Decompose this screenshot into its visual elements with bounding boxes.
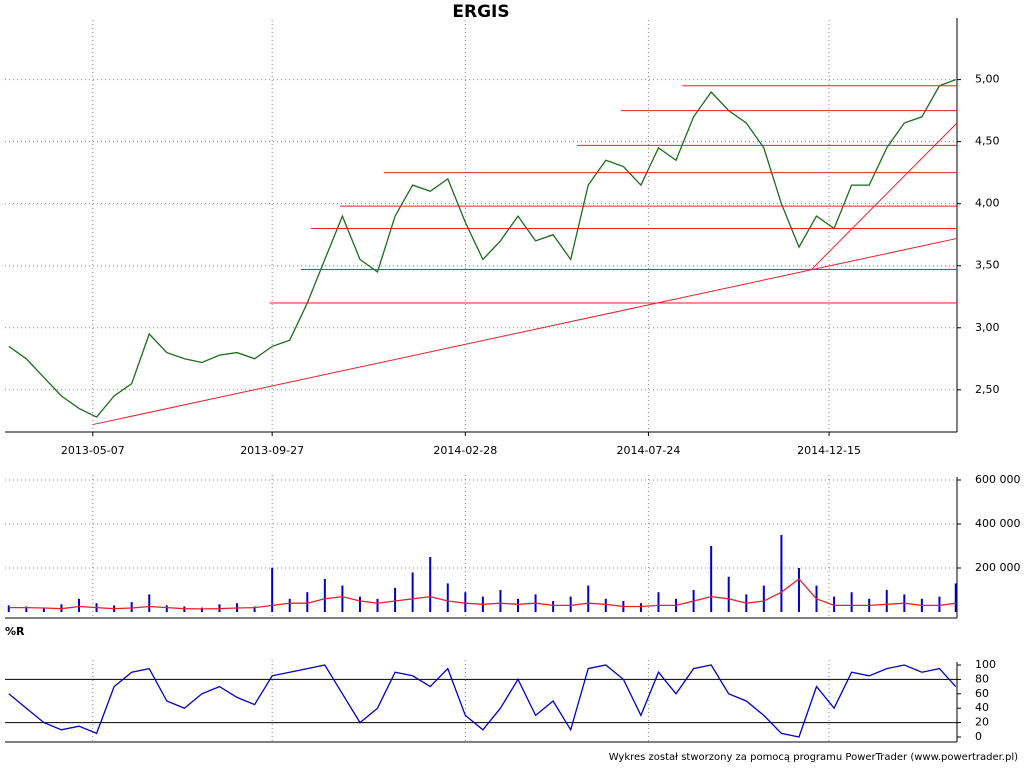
y-tick-label: 600 000 xyxy=(975,473,1021,486)
x-tick-label: 2014-12-15 xyxy=(797,444,861,457)
volume-bar xyxy=(797,568,800,612)
trend-line xyxy=(92,237,958,426)
volume-bar xyxy=(552,601,555,612)
series-line xyxy=(8,78,956,418)
volume-bar xyxy=(954,583,957,612)
volume-bar xyxy=(833,596,836,612)
volume-bar xyxy=(850,592,853,612)
y-tick-label: 4,00 xyxy=(975,197,1000,210)
volume-bar xyxy=(446,583,449,612)
footer: Wykres został stworzony za pomocą progra… xyxy=(609,752,1018,763)
volume-bar xyxy=(271,568,274,612)
volume-bar xyxy=(7,605,10,612)
y-tick-label: 0 xyxy=(975,730,982,743)
volume-bar xyxy=(358,596,361,612)
volume-bar xyxy=(130,602,133,612)
volume-bar xyxy=(657,592,660,612)
volume-bar xyxy=(517,598,520,612)
volume-bar xyxy=(323,579,326,612)
y-tick-label: 100 xyxy=(975,658,996,671)
volume-bar xyxy=(938,596,941,612)
volume-bar xyxy=(78,598,81,612)
volume-bar xyxy=(604,598,607,612)
volume-bar xyxy=(499,590,502,612)
series-line xyxy=(8,578,956,610)
y-tick-label: 3,00 xyxy=(975,321,1000,334)
volume-bar xyxy=(165,605,168,612)
volume-bar xyxy=(394,587,397,612)
y-tick-label: 5,00 xyxy=(975,73,1000,86)
volume-bar xyxy=(253,606,256,612)
volume-bar xyxy=(376,598,379,612)
chart-title: ERGIS xyxy=(452,2,509,22)
x-tick-label: 2013-09-27 xyxy=(240,444,304,457)
y-tick-label: 4,50 xyxy=(975,135,1000,148)
x-tick-label: 2014-07-24 xyxy=(616,444,680,457)
x-tick-label: 2014-02-28 xyxy=(433,444,497,457)
volume-bar xyxy=(762,585,765,612)
y-tick-label: 20 xyxy=(975,716,989,729)
y-tick-label: 40 xyxy=(975,701,989,714)
volume-bar xyxy=(200,607,203,612)
y-tick-label: 200 000 xyxy=(975,561,1021,574)
volume-bar xyxy=(885,590,888,612)
y-tick-label: 2,50 xyxy=(975,383,1000,396)
volume-bar xyxy=(710,546,713,612)
volume-bar xyxy=(569,596,572,612)
y-tick-label: 400 000 xyxy=(975,517,1021,530)
trend-line xyxy=(811,122,958,270)
panel-title: %R xyxy=(5,625,25,638)
series-line xyxy=(8,664,957,738)
volume-bar xyxy=(306,592,309,612)
volume-bar xyxy=(411,572,414,612)
volume-bar xyxy=(587,585,590,612)
volume-bar xyxy=(42,607,45,612)
y-tick-label: 60 xyxy=(975,687,989,700)
volume-bar xyxy=(288,598,291,612)
volume-bar xyxy=(727,576,730,612)
y-tick-label: 80 xyxy=(975,672,989,685)
volume-bar xyxy=(780,535,783,612)
volume-bar xyxy=(148,594,151,612)
volume-bar xyxy=(25,606,28,612)
volume-bar xyxy=(429,557,432,612)
x-tick-label: 2013-05-07 xyxy=(61,444,125,457)
volume-bar xyxy=(639,603,642,612)
volume-bar xyxy=(464,592,467,612)
volume-bar xyxy=(341,585,344,612)
y-tick-label: 3,50 xyxy=(975,259,1000,272)
